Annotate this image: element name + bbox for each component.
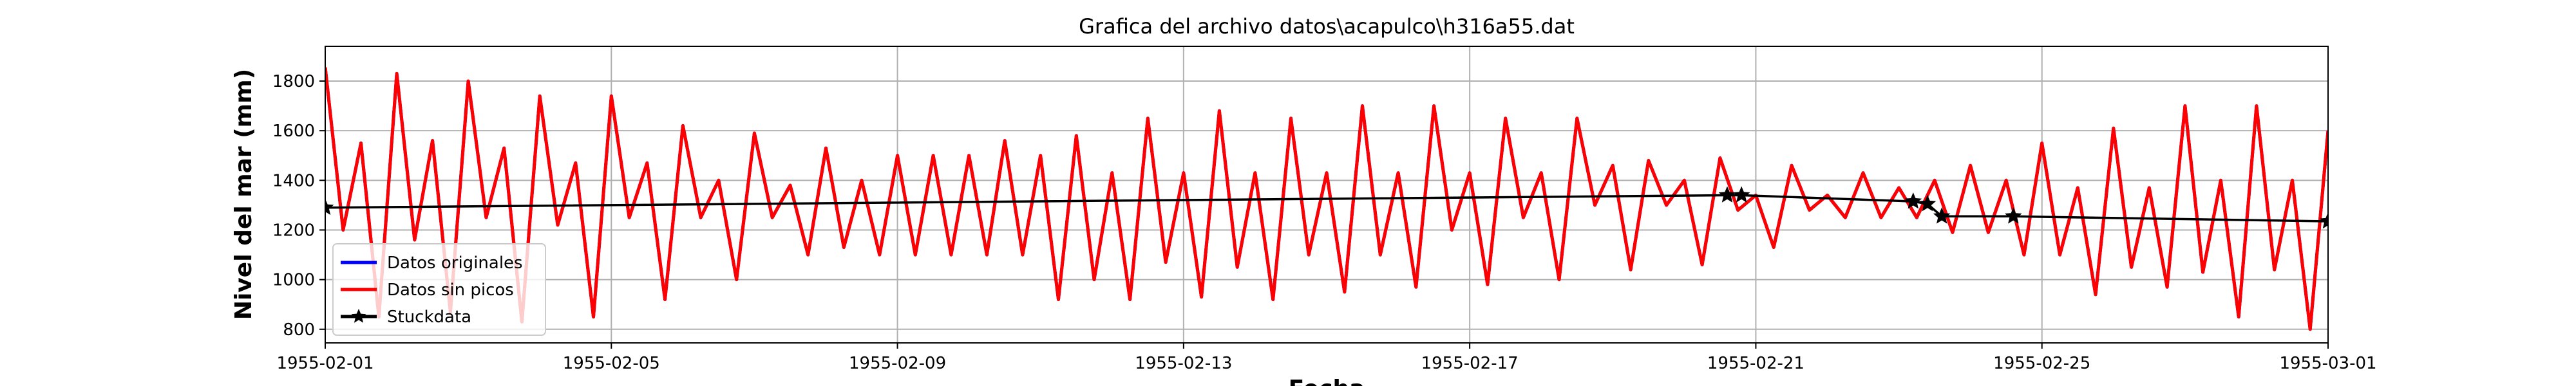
plot-frame [325, 46, 2329, 344]
x-tick-label: 1955-02-05 [563, 354, 660, 373]
series-line [325, 67, 2328, 331]
y-axis-label: Nivel del mar (mm) [231, 69, 257, 320]
legend-label: Stuckdata [387, 308, 471, 327]
x-tick-label: 1955-02-13 [1135, 354, 1232, 373]
x-tick-label: 1955-02-09 [849, 354, 946, 373]
x-tick-label: 1955-03-01 [2279, 354, 2376, 373]
legend-label: Datos sin picos [387, 280, 514, 300]
y-tick-label: 1600 [272, 122, 315, 141]
x-tick-label: 1955-02-01 [276, 354, 374, 373]
star-marker [1904, 192, 1922, 209]
legend-box [332, 243, 546, 336]
x-tick-label: 1955-02-25 [1993, 354, 2090, 373]
x-tick-label: 1955-02-17 [1421, 354, 1519, 373]
star-marker [2005, 207, 2022, 224]
y-tick-label: 1200 [272, 221, 315, 240]
y-tick-label: 1400 [272, 171, 315, 190]
x-tick-label: 1955-02-21 [1707, 354, 1804, 373]
star-marker [2319, 212, 2328, 229]
star-marker [1918, 195, 1937, 212]
star-marker [1718, 186, 1736, 203]
x-axis-label: Fecha [1289, 376, 1365, 386]
star-marker [325, 198, 334, 216]
y-tick-label: 1800 [272, 72, 315, 91]
y-tick-label: 800 [283, 320, 315, 340]
legend-marker [351, 309, 366, 323]
y-tick-label: 1000 [272, 271, 315, 290]
star-marker [1933, 207, 1951, 224]
star-marker [1732, 186, 1750, 203]
chart-title: Grafica del archivo datos\acapulco\h316a… [1079, 14, 1575, 39]
legend-label: Datos originales [387, 253, 523, 273]
